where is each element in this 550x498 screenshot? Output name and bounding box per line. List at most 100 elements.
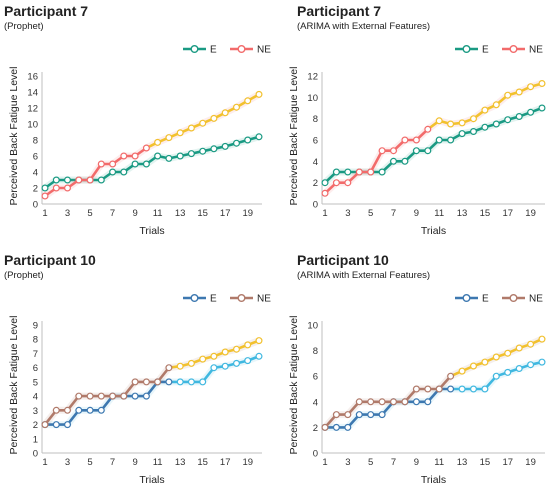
y-tick-label: 5 xyxy=(33,377,38,388)
y-tick-label: 4 xyxy=(313,157,318,168)
y-tick-label: 4 xyxy=(33,392,38,403)
x-tick-label: 1 xyxy=(42,208,47,219)
y-tick-label: 8 xyxy=(33,335,38,346)
x-tick-label: 1 xyxy=(42,457,47,468)
data-point-ne xyxy=(481,358,489,366)
x-axis-label: Trials xyxy=(139,474,164,486)
legend-marker-e xyxy=(462,45,471,54)
data-point-ne xyxy=(187,124,195,132)
x-tick-label: 3 xyxy=(65,208,70,219)
data-point-ne xyxy=(344,179,352,187)
data-point-e xyxy=(210,145,218,153)
legend-label-e: E xyxy=(210,45,217,56)
data-point-ne xyxy=(97,392,105,400)
data-point-e xyxy=(233,139,241,147)
data-point-e xyxy=(221,142,229,150)
data-point-ne xyxy=(332,411,340,419)
x-tick-label: 7 xyxy=(391,457,396,468)
data-point-e xyxy=(75,406,83,414)
x-tick-label: 3 xyxy=(65,457,70,468)
data-point-e xyxy=(97,406,105,414)
data-point-e xyxy=(255,352,263,360)
chart-title: Participant 10 xyxy=(4,252,96,268)
x-tick-label: 7 xyxy=(110,208,115,219)
data-point-e xyxy=(154,152,162,160)
y-tick-label: 9 xyxy=(33,321,38,332)
x-tick-label: 9 xyxy=(414,457,419,468)
data-point-ne xyxy=(233,345,241,353)
y-axis-label: Perceived Back Fatigue Level xyxy=(288,67,300,206)
chart-title: Participant 7 xyxy=(4,3,89,19)
x-tick-label: 13 xyxy=(457,208,468,219)
legend-marker-ne xyxy=(509,294,518,303)
x-axis-label: Trials xyxy=(421,474,446,486)
data-point-e xyxy=(63,176,71,184)
data-point-e xyxy=(199,378,207,386)
data-point-e xyxy=(187,378,195,386)
data-point-ne xyxy=(538,79,546,87)
data-point-ne xyxy=(458,367,466,375)
chart-title: Participant 7 xyxy=(297,3,382,19)
data-point-e xyxy=(435,136,443,144)
data-point-e xyxy=(210,364,218,372)
data-point-ne xyxy=(75,392,83,400)
data-point-ne xyxy=(233,103,241,111)
data-point-ne xyxy=(515,344,523,352)
data-point-e xyxy=(63,421,71,429)
data-point-ne xyxy=(52,184,60,192)
data-point-e xyxy=(109,168,117,176)
x-tick-label: 19 xyxy=(242,457,253,468)
legend-label-e: E xyxy=(482,45,489,56)
data-point-e xyxy=(412,147,420,155)
data-point-ne xyxy=(86,176,94,184)
data-point-e xyxy=(187,150,195,158)
data-point-ne xyxy=(97,160,105,168)
y-tick-label: 6 xyxy=(313,136,318,147)
series-line-ne-observed xyxy=(324,128,429,195)
data-point-ne xyxy=(504,91,512,99)
y-tick-label: 12 xyxy=(27,104,38,115)
data-point-e xyxy=(458,385,466,393)
data-point-e xyxy=(52,176,60,184)
x-tick-label: 3 xyxy=(345,208,350,219)
data-point-e xyxy=(221,362,229,370)
y-tick-label: 6 xyxy=(313,372,318,383)
data-point-ne xyxy=(120,392,128,400)
legend-label-ne: NE xyxy=(257,294,271,305)
x-tick-label: 11 xyxy=(153,457,163,468)
data-point-e xyxy=(355,411,363,419)
data-point-e xyxy=(244,357,252,365)
x-tick-label: 17 xyxy=(502,208,513,219)
y-tick-label: 8 xyxy=(313,346,318,357)
data-point-ne xyxy=(210,352,218,360)
data-point-ne xyxy=(41,421,49,429)
data-point-ne xyxy=(367,168,375,176)
x-tick-label: 3 xyxy=(345,457,350,468)
x-tick-label: 17 xyxy=(220,457,231,468)
chart-subtitle: (Prophet) xyxy=(4,21,44,32)
x-tick-label: 15 xyxy=(197,208,208,219)
data-point-e xyxy=(515,364,523,372)
data-point-e xyxy=(120,168,128,176)
x-tick-label: 19 xyxy=(242,208,253,219)
data-point-e xyxy=(142,160,150,168)
x-tick-label: 15 xyxy=(197,457,208,468)
x-tick-label: 5 xyxy=(368,208,373,219)
series-glow-ne xyxy=(322,80,543,196)
y-axis-label: Perceived Back Fatigue Level xyxy=(288,316,300,455)
data-point-e xyxy=(538,358,546,366)
data-point-e xyxy=(378,168,386,176)
data-point-ne xyxy=(389,398,397,406)
x-tick-label: 17 xyxy=(220,208,231,219)
data-point-ne xyxy=(109,392,117,400)
data-point-ne xyxy=(176,129,184,137)
data-point-e xyxy=(176,378,184,386)
x-tick-label: 19 xyxy=(525,208,536,219)
x-tick-label: 11 xyxy=(434,457,444,468)
y-tick-label: 0 xyxy=(313,200,318,211)
data-point-ne xyxy=(321,189,329,197)
y-tick-label: 4 xyxy=(33,168,38,179)
series-line-ne-observed xyxy=(44,146,148,198)
data-point-ne xyxy=(538,335,546,343)
y-tick-label: 2 xyxy=(313,178,318,189)
